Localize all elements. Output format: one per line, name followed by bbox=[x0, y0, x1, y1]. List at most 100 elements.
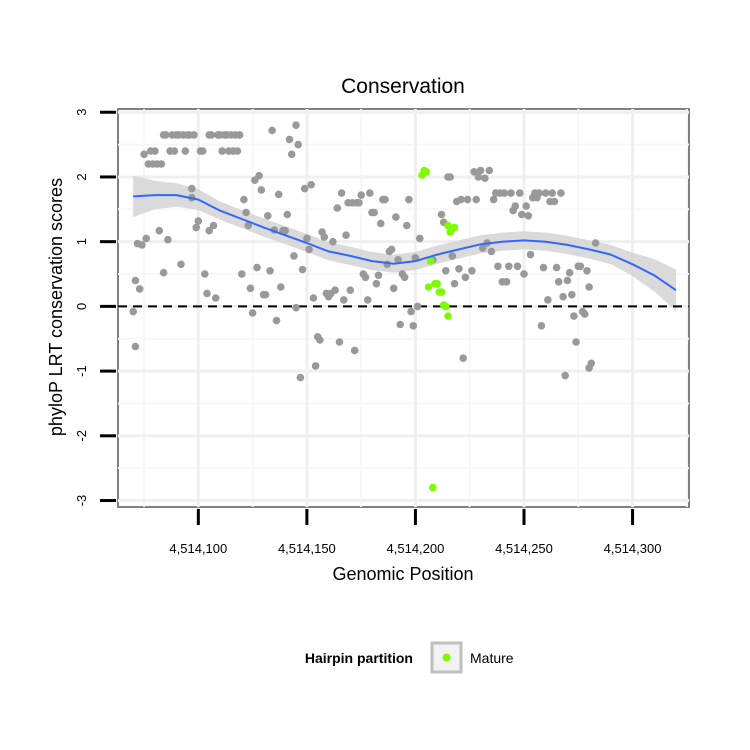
data-point-other bbox=[205, 226, 213, 235]
data-point-other bbox=[140, 150, 148, 159]
data-point-other bbox=[366, 189, 374, 197]
data-point-other bbox=[350, 346, 359, 355]
data-point-mature bbox=[426, 257, 435, 265]
data-point-other bbox=[370, 208, 379, 217]
data-point-other bbox=[248, 309, 257, 317]
data-point-other bbox=[539, 263, 548, 272]
data-point-other bbox=[311, 362, 320, 370]
data-point-other bbox=[511, 202, 520, 210]
data-point-other bbox=[292, 303, 300, 312]
data-point-other bbox=[507, 189, 515, 197]
data-point-other bbox=[283, 210, 292, 219]
data-point-mature bbox=[450, 223, 459, 232]
data-point-other bbox=[568, 290, 576, 299]
data-point-other bbox=[177, 260, 185, 269]
y-tick-label: 2 bbox=[74, 173, 89, 180]
data-point-other bbox=[535, 189, 543, 197]
data-point-other bbox=[255, 171, 263, 180]
data-point-other bbox=[561, 371, 569, 380]
data-point-other bbox=[524, 212, 533, 220]
data-point-other bbox=[442, 267, 450, 275]
data-point-other bbox=[576, 262, 585, 271]
data-point-other bbox=[209, 221, 218, 230]
data-point-other bbox=[409, 322, 418, 330]
data-point-other bbox=[129, 307, 137, 316]
data-point-other bbox=[446, 173, 455, 181]
data-point-other bbox=[355, 199, 363, 207]
x-tick-label: 4,514,100 bbox=[169, 541, 227, 556]
data-point-other bbox=[526, 250, 535, 259]
smooth-line-layer bbox=[133, 194, 677, 292]
data-point-other bbox=[337, 189, 346, 197]
data-point-other bbox=[481, 174, 489, 182]
y-tick-label: -1 bbox=[74, 365, 89, 377]
data-point-other bbox=[268, 126, 276, 135]
data-point-mature bbox=[437, 288, 446, 296]
data-point-other bbox=[585, 283, 593, 291]
data-point-other bbox=[285, 135, 294, 144]
data-point-other bbox=[489, 195, 498, 204]
legend-label-mature: Mature bbox=[470, 650, 514, 666]
data-point-other bbox=[240, 195, 248, 204]
data-point-other bbox=[190, 131, 198, 139]
confidence-band bbox=[133, 175, 676, 311]
data-point-other bbox=[563, 276, 572, 285]
data-point-other bbox=[559, 292, 567, 301]
data-point-other bbox=[162, 131, 170, 139]
x-tick-label: 4,514,250 bbox=[495, 541, 553, 556]
data-point-other bbox=[361, 273, 370, 282]
x-tick-label: 4,514,200 bbox=[387, 541, 445, 556]
data-point-other bbox=[333, 204, 342, 212]
data-point-other bbox=[157, 160, 166, 168]
data-point-other bbox=[181, 147, 190, 155]
data-point-other bbox=[272, 316, 281, 325]
data-point-mature bbox=[442, 302, 450, 311]
plot-panel bbox=[117, 108, 690, 508]
data-point-other bbox=[487, 247, 496, 256]
data-point-other bbox=[335, 338, 344, 346]
data-point-other bbox=[281, 226, 290, 235]
data-point-other bbox=[544, 296, 552, 304]
data-point-other bbox=[218, 147, 226, 155]
data-point-other bbox=[303, 234, 311, 243]
data-point-mature bbox=[433, 279, 442, 288]
data-point-other bbox=[548, 189, 556, 197]
data-point-other bbox=[520, 270, 528, 278]
data-point-other bbox=[550, 197, 559, 206]
data-point-other bbox=[557, 189, 565, 197]
data-point-other bbox=[131, 276, 140, 285]
x-tick-label: 4,514,300 bbox=[604, 541, 662, 556]
data-point-other bbox=[266, 267, 274, 275]
data-point-other bbox=[316, 336, 324, 344]
data-point-other bbox=[376, 219, 385, 228]
data-point-other bbox=[537, 322, 546, 330]
data-point-other bbox=[142, 234, 150, 243]
data-point-other bbox=[403, 221, 411, 230]
legend-title: Hairpin partition bbox=[305, 650, 413, 666]
data-point-other bbox=[198, 147, 207, 155]
data-point-other bbox=[400, 273, 409, 282]
data-point-other bbox=[135, 285, 144, 293]
data-point-other bbox=[485, 166, 494, 175]
data-point-other bbox=[238, 270, 246, 278]
data-point-other bbox=[541, 189, 550, 197]
y-tick-label: -3 bbox=[74, 495, 89, 507]
data-point-other bbox=[298, 265, 307, 274]
data-point-other bbox=[246, 284, 255, 293]
data-point-other bbox=[552, 263, 561, 272]
data-point-other bbox=[155, 226, 164, 235]
y-tick-label: 0 bbox=[74, 303, 89, 310]
data-point-other bbox=[583, 267, 591, 275]
data-point-other bbox=[502, 278, 511, 286]
data-point-other bbox=[505, 262, 513, 271]
data-point-other bbox=[244, 221, 253, 230]
data-point-other bbox=[407, 307, 415, 316]
points-layer bbox=[129, 121, 600, 492]
data-point-other bbox=[515, 189, 524, 197]
data-point-other bbox=[437, 210, 446, 219]
data-point-other bbox=[274, 190, 283, 199]
data-point-other bbox=[572, 338, 580, 346]
data-point-other bbox=[463, 195, 472, 204]
data-point-other bbox=[235, 131, 244, 139]
